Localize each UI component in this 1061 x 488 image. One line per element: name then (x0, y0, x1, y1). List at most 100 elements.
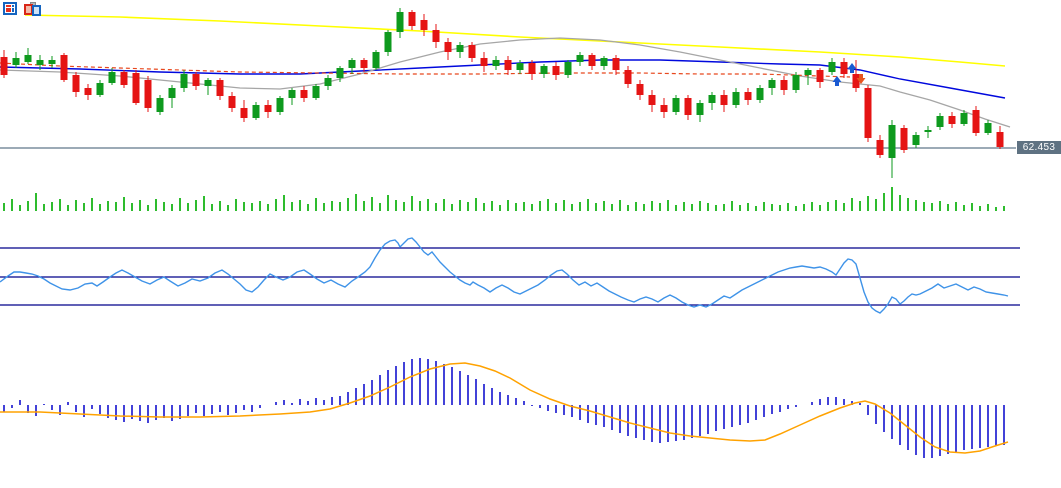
candle-down (840, 62, 848, 74)
candle-up (180, 74, 188, 88)
candle-down (132, 73, 140, 103)
candle-up (516, 63, 524, 70)
candle-up (732, 92, 740, 105)
candle-up (372, 52, 380, 68)
candle-down (684, 98, 692, 115)
candle-down (876, 140, 884, 155)
candle-up (324, 78, 332, 86)
candle-up (12, 58, 20, 65)
candle-up (600, 58, 608, 66)
candle-up (828, 62, 836, 72)
candle-down (864, 88, 872, 138)
candle-down (444, 42, 452, 52)
toolbar (3, 2, 43, 16)
candle-down (744, 92, 752, 100)
candle-down (852, 74, 860, 88)
price-panel[interactable] (0, 8, 1016, 178)
candle-down (216, 80, 224, 96)
candle-down (624, 70, 632, 84)
candle-up (936, 116, 944, 127)
candle-down (972, 110, 980, 133)
candle-up (252, 105, 260, 118)
candle-down (300, 90, 308, 98)
candle-down (780, 80, 788, 90)
candle-up (696, 103, 704, 115)
candle-up (792, 75, 800, 90)
candle-up (564, 62, 572, 75)
candle-down (552, 66, 560, 75)
ma-red-dashed (0, 62, 851, 78)
candle-up (288, 90, 296, 98)
candle-down (468, 45, 476, 58)
candle-down (504, 60, 512, 70)
macd-panel[interactable] (0, 358, 1009, 458)
candle-up (804, 70, 812, 75)
candle-down (0, 57, 8, 75)
candle-up (384, 32, 392, 52)
candle-up (24, 55, 32, 62)
candle-down (420, 20, 428, 30)
oscillator-panel[interactable] (0, 237, 1020, 314)
candle-up (312, 86, 320, 98)
candle-up (960, 113, 968, 124)
candle-up (708, 95, 716, 103)
candle-down (264, 105, 272, 112)
icon-stripe (6, 5, 11, 7)
arrow-up-marker (847, 63, 857, 73)
candle-down (60, 55, 68, 80)
candle-down (636, 84, 644, 95)
arrow-up-marker (832, 76, 842, 86)
icon-stripe (6, 7, 11, 10)
candle-down (84, 88, 92, 95)
candle-down (432, 30, 440, 42)
candle-down (996, 132, 1004, 147)
icon-page-blue (32, 5, 41, 16)
candle-down (528, 63, 536, 74)
candle-down (144, 80, 152, 108)
candle-down (120, 72, 128, 85)
candle-down (408, 12, 416, 26)
candle-down (648, 95, 656, 105)
candle-up (576, 55, 584, 62)
candle-down (228, 96, 236, 108)
candle-down (72, 75, 80, 92)
candle-up (276, 98, 284, 112)
candle-down (240, 108, 248, 118)
candle-up (156, 98, 164, 112)
candle-up (492, 60, 500, 66)
icon-stripe (11, 7, 14, 10)
candle-up (48, 60, 56, 64)
oscillator-line (0, 237, 1009, 314)
candle-down (612, 58, 620, 70)
ma-yellow (24, 14, 1006, 67)
candle-up (36, 60, 44, 65)
candle-down (192, 74, 200, 86)
candle-up (336, 68, 344, 78)
candle-down (948, 116, 956, 124)
chart-pages-icon[interactable] (24, 2, 43, 16)
candle-up (768, 80, 776, 88)
candle-up (756, 88, 764, 100)
candle-up (984, 123, 992, 133)
candle-up (456, 45, 464, 52)
candle-down (480, 58, 488, 66)
volume-panel[interactable] (3, 187, 1005, 211)
candle-down (660, 105, 668, 112)
ma-blue (0, 59, 1006, 99)
candle-up (204, 80, 212, 86)
candle-up (348, 60, 356, 68)
icon-stripe (11, 10, 14, 12)
candle-up (888, 125, 896, 158)
candle-up (672, 98, 680, 112)
last-price-label: 62.453 (1017, 141, 1061, 154)
icon-stripe (11, 5, 14, 7)
icon-stripe (6, 10, 11, 12)
candle-down (900, 128, 908, 150)
candle-down (588, 55, 596, 66)
arrow-down-marker (856, 74, 866, 84)
candle-up (924, 130, 932, 132)
candle-up (912, 135, 920, 145)
quote-list-icon[interactable] (3, 2, 17, 15)
